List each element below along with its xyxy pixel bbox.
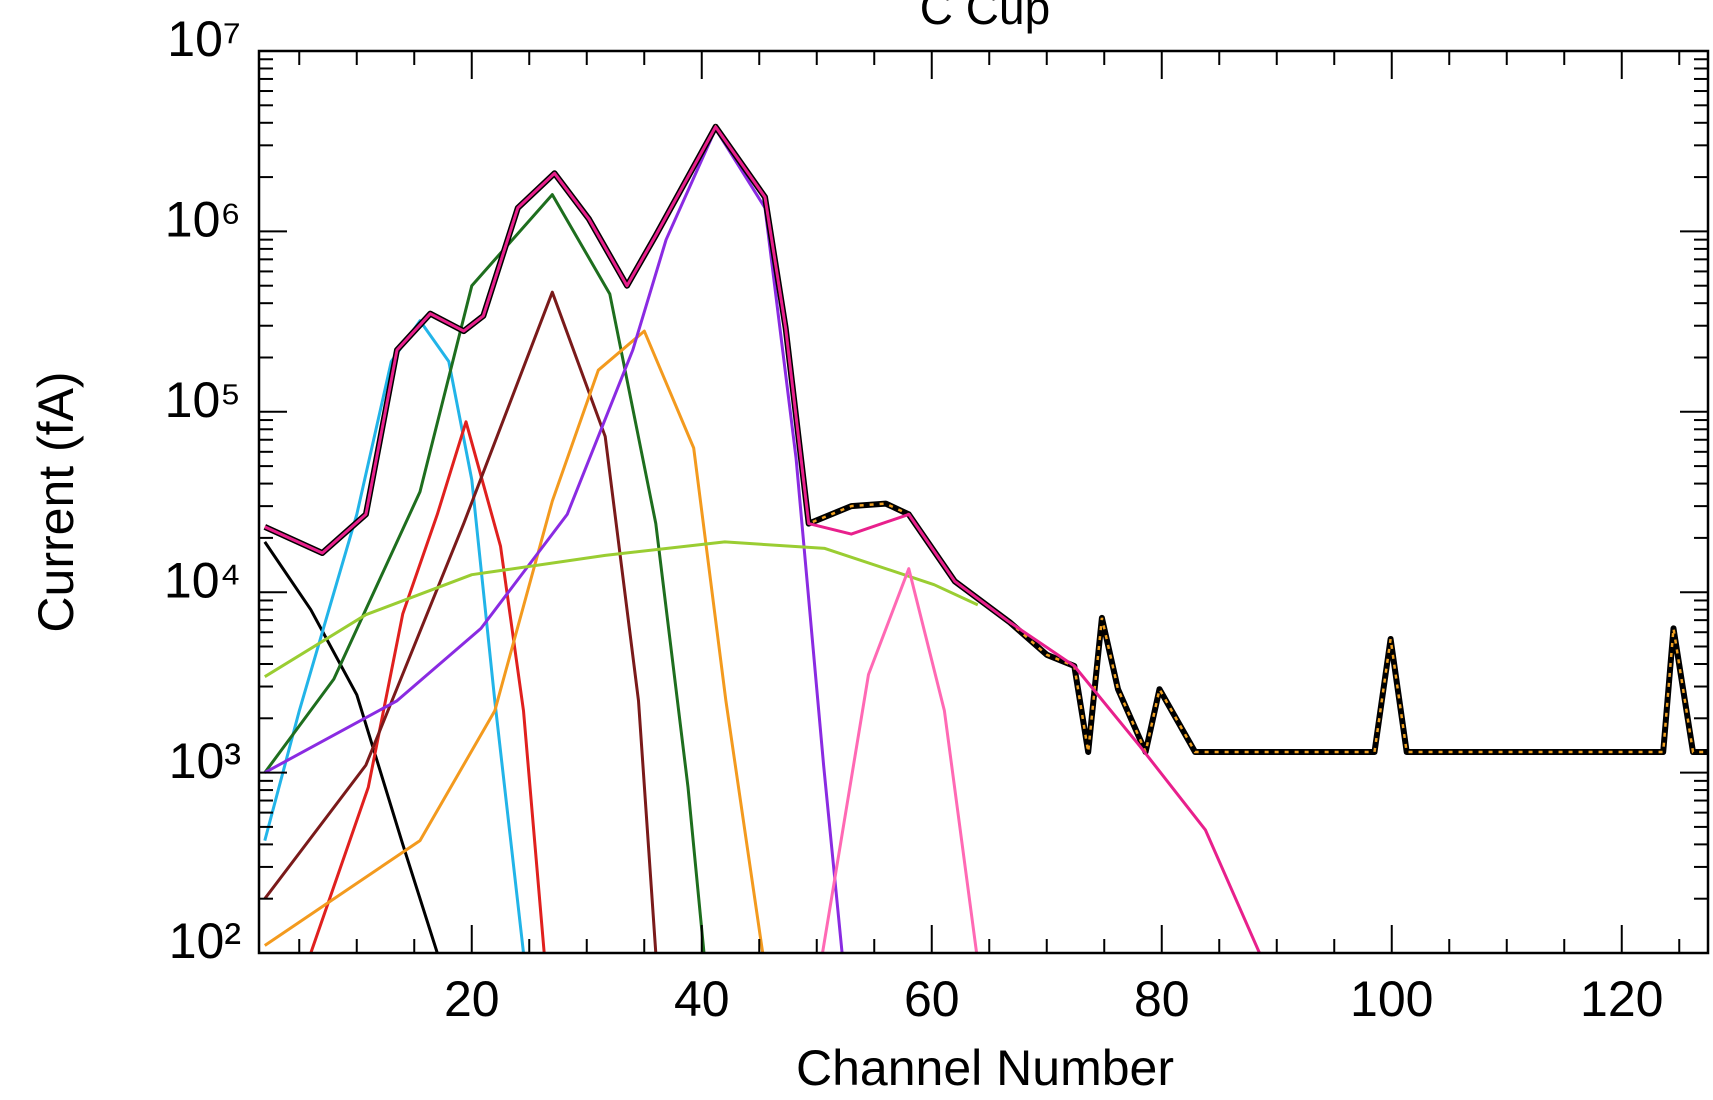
y-axis-label: Current (fA) xyxy=(28,371,84,632)
fit-line xyxy=(264,127,844,953)
y-tick-label: 10² xyxy=(169,913,241,969)
x-tick-label: 120 xyxy=(1580,971,1663,1027)
fit-line xyxy=(264,125,1261,953)
plot-frame xyxy=(257,49,1710,955)
x-tick-label: 80 xyxy=(1134,971,1190,1027)
axes: 20 40 60 80 100 120 10² 10³ 10⁴ 10⁵ 10⁶ 10⁷ xyxy=(164,11,1710,1027)
chart-title: C Cup xyxy=(920,0,1050,34)
fit-line xyxy=(263,541,439,953)
fit-line xyxy=(264,540,979,678)
y-tick-label: 10⁵ xyxy=(165,372,241,428)
x-axis-label: Channel Number xyxy=(796,1040,1174,1096)
data-line-dash xyxy=(264,124,1708,757)
fit-line xyxy=(821,567,979,953)
plot-area xyxy=(263,123,1708,953)
x-tick-label: 100 xyxy=(1350,971,1433,1027)
y-tick-label: 10⁴ xyxy=(164,552,241,608)
fit-line xyxy=(263,329,765,953)
fit-line xyxy=(309,420,546,953)
x-tick-label: 60 xyxy=(904,971,960,1027)
y-tick-label: 10⁶ xyxy=(165,192,241,248)
y-tick-label: 10⁷ xyxy=(167,11,241,67)
x-tick-label: 20 xyxy=(444,971,500,1027)
data-line xyxy=(263,123,1708,755)
x-tick-label: 40 xyxy=(674,971,730,1027)
fit-line xyxy=(263,290,658,953)
y-tick-label: 10³ xyxy=(169,733,241,789)
